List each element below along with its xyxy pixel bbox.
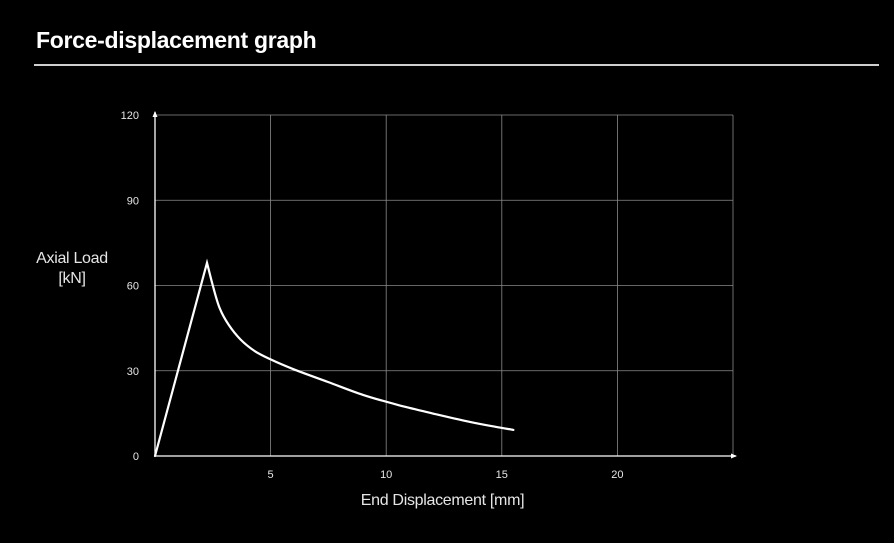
y-tick-label-90: 90 — [127, 195, 139, 207]
y-axis-label-line-2: [kN] — [58, 270, 86, 287]
y-axis-label: Axial Load [kN] — [22, 249, 122, 289]
x-tick-label-15: 15 — [496, 469, 508, 481]
y-tick-label-0: 0 — [133, 451, 139, 463]
axes — [152, 111, 737, 459]
x-axis-label: End Displacement [mm] — [360, 492, 525, 509]
tick-labels: 0 30 60 90 120 5 10 15 20 — [121, 110, 624, 481]
y-tick-label-30: 30 — [127, 366, 139, 378]
x-axis-arrow — [731, 453, 737, 459]
x-tick-label-5: 5 — [268, 469, 274, 481]
series-line-0 — [153, 258, 515, 458]
y-tick-label-120: 120 — [121, 110, 139, 122]
gridlines — [155, 114, 734, 456]
y-axis-label-line-1: Axial Load — [36, 250, 108, 267]
y-tick-label-60: 60 — [127, 281, 139, 293]
series-layer — [153, 258, 515, 458]
title-divider — [34, 64, 879, 66]
page-title: Force-displacement graph — [36, 27, 317, 53]
y-axis-arrow — [152, 111, 158, 117]
x-tick-label-20: 20 — [611, 469, 623, 481]
x-tick-label-10: 10 — [380, 469, 392, 481]
